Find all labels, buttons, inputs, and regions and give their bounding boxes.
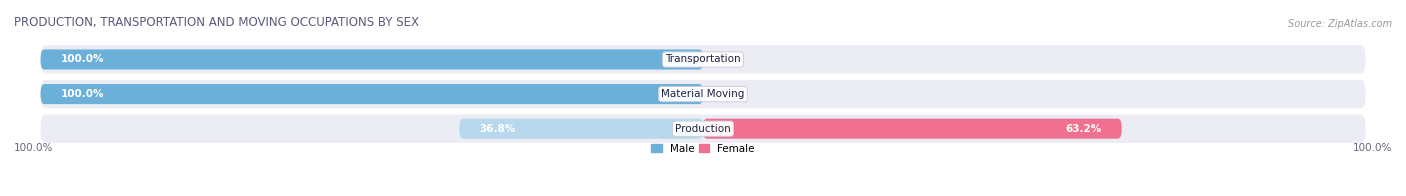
FancyBboxPatch shape xyxy=(703,119,1122,139)
Text: 100.0%: 100.0% xyxy=(60,89,104,99)
Text: 100.0%: 100.0% xyxy=(14,143,53,153)
Text: 100.0%: 100.0% xyxy=(60,54,104,64)
Text: Transportation: Transportation xyxy=(665,54,741,64)
Text: Source: ZipAtlas.com: Source: ZipAtlas.com xyxy=(1288,19,1392,29)
Text: Production: Production xyxy=(675,124,731,134)
FancyBboxPatch shape xyxy=(41,80,1365,108)
Text: PRODUCTION, TRANSPORTATION AND MOVING OCCUPATIONS BY SEX: PRODUCTION, TRANSPORTATION AND MOVING OC… xyxy=(14,16,419,29)
Legend: Male, Female: Male, Female xyxy=(651,143,755,153)
FancyBboxPatch shape xyxy=(460,119,703,139)
FancyBboxPatch shape xyxy=(41,45,1365,74)
FancyBboxPatch shape xyxy=(41,84,703,104)
Text: 100.0%: 100.0% xyxy=(1353,143,1392,153)
Text: Material Moving: Material Moving xyxy=(661,89,745,99)
Text: 36.8%: 36.8% xyxy=(479,124,516,134)
Text: 63.2%: 63.2% xyxy=(1066,124,1102,134)
FancyBboxPatch shape xyxy=(41,114,1365,143)
FancyBboxPatch shape xyxy=(41,49,703,70)
